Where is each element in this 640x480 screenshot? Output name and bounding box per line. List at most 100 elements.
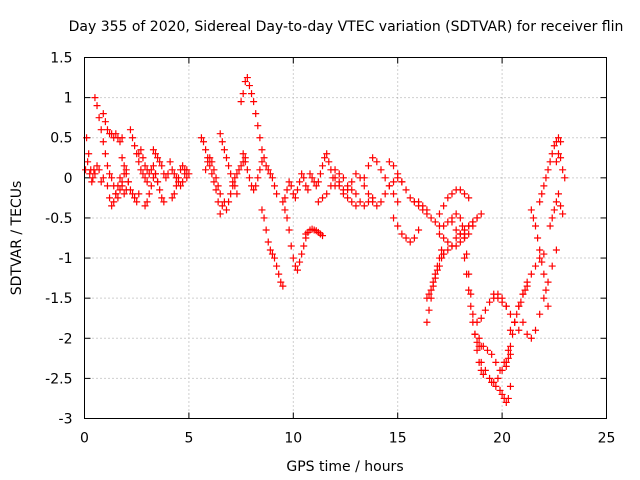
series-arc-t <box>252 110 281 198</box>
y-tick-label: -2.5 <box>45 371 72 387</box>
data-point <box>252 110 260 118</box>
data-point <box>231 174 239 182</box>
data-point <box>93 162 101 170</box>
data-point <box>285 226 293 234</box>
data-point <box>540 270 548 278</box>
data-point <box>166 158 174 166</box>
data-point <box>208 158 216 166</box>
data-point <box>237 162 245 170</box>
data-point <box>151 150 159 158</box>
series-arc-p <box>216 130 241 198</box>
data-point <box>227 190 235 198</box>
data-point <box>108 174 116 182</box>
series-arc-e <box>103 174 132 210</box>
series-arc-ac <box>360 154 402 206</box>
data-point <box>352 170 360 178</box>
data-point <box>506 350 514 358</box>
data-point <box>339 174 347 182</box>
data-point <box>469 222 477 230</box>
data-point <box>112 130 120 138</box>
series-arc-ah <box>423 250 448 326</box>
data-point <box>435 254 443 262</box>
data-point <box>477 210 485 218</box>
data-point <box>521 286 529 294</box>
x-axis-label: GPS time / hours <box>286 459 403 475</box>
data-point <box>118 134 126 142</box>
data-point <box>225 162 233 170</box>
data-point <box>456 186 464 194</box>
data-point <box>423 318 431 326</box>
series-arc-q <box>222 154 249 214</box>
grid-lines <box>84 57 607 419</box>
data-point <box>273 190 281 198</box>
data-point <box>444 246 452 254</box>
series-arc-n <box>197 134 224 218</box>
data-point <box>444 194 452 202</box>
data-point <box>548 262 556 270</box>
data-point <box>519 290 527 298</box>
data-point <box>419 206 427 214</box>
data-point <box>141 174 149 182</box>
data-point <box>279 282 287 290</box>
data-point <box>479 370 487 378</box>
y-axis-ticks: -3 -2.5 -2 -1.5 -1 -0.5 0 0.5 1 1.5 <box>45 51 607 428</box>
data-point <box>339 190 347 198</box>
data-point <box>431 270 439 278</box>
data-point <box>406 238 414 246</box>
data-point <box>302 182 310 190</box>
x-axis-ticks: 0 5 10 15 20 25 <box>80 57 615 447</box>
data-point <box>473 346 481 354</box>
series-arc-aa <box>331 166 377 210</box>
data-point <box>532 326 540 334</box>
data-point <box>504 394 512 402</box>
data-point <box>101 150 109 158</box>
data-point <box>506 310 514 318</box>
data-point <box>243 166 251 174</box>
data-point <box>481 306 489 314</box>
series-arc-x <box>281 170 312 202</box>
data-point <box>552 158 560 166</box>
data-point <box>554 150 562 158</box>
data-point <box>179 162 187 170</box>
data-point <box>271 182 279 190</box>
series-arc-aj <box>435 186 473 218</box>
series-arc-r <box>237 74 258 106</box>
data-point <box>561 174 569 182</box>
data-point <box>258 206 266 214</box>
data-point <box>135 190 143 198</box>
data-point <box>222 206 230 214</box>
data-point <box>156 158 164 166</box>
data-point <box>444 238 452 246</box>
data-point <box>544 302 552 310</box>
data-point <box>97 126 105 134</box>
data-point <box>360 202 368 210</box>
data-point <box>241 158 249 166</box>
data-point <box>517 298 525 306</box>
data-point <box>538 258 546 266</box>
data-point <box>536 254 544 262</box>
data-point <box>559 166 567 174</box>
data-point <box>260 154 268 162</box>
series-arc-ar <box>477 350 514 386</box>
y-axis-label: SDTVAR / TECUs <box>9 181 25 296</box>
data-point <box>456 238 464 246</box>
data-point <box>220 146 228 154</box>
x-tick-label: 10 <box>284 431 302 447</box>
data-point <box>216 210 224 218</box>
data-point <box>456 230 464 238</box>
data-point <box>381 174 389 182</box>
data-point <box>185 170 193 178</box>
data-point <box>291 262 299 270</box>
series-arc-z <box>314 174 360 210</box>
data-point <box>327 182 335 190</box>
data-point <box>131 142 139 150</box>
data-point <box>202 146 210 154</box>
data-point <box>139 154 147 162</box>
data-point <box>235 166 243 174</box>
data-point <box>218 138 226 146</box>
data-point <box>147 182 155 190</box>
series-arc-f <box>108 166 130 202</box>
data-point <box>458 222 466 230</box>
data-point <box>289 190 297 198</box>
data-point <box>110 182 118 190</box>
